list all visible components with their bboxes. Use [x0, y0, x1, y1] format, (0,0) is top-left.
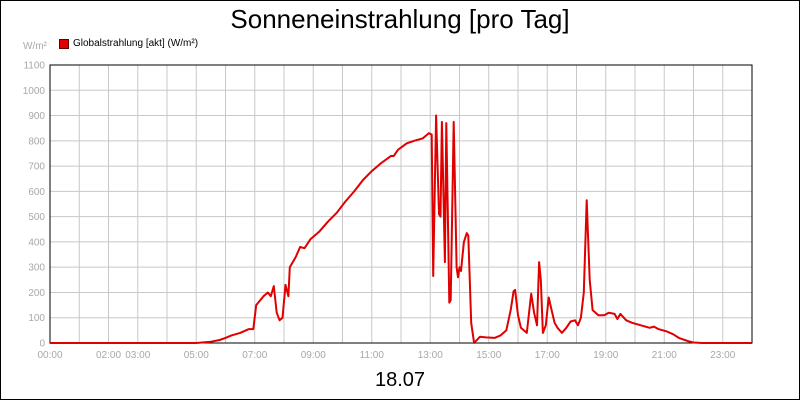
- legend: Globalstrahlung [akt] (W/m²): [59, 38, 198, 49]
- y-tick-label: 900: [28, 111, 45, 122]
- x-tick-label: 17:00: [535, 350, 560, 361]
- series-line-globalstrahlung: [50, 114, 752, 344]
- y-tick-label: 1000: [23, 86, 46, 97]
- x-tick-label: 11:00: [360, 350, 385, 361]
- x-tick-label: 13:00: [418, 350, 443, 361]
- y-tick-label: 300: [28, 263, 45, 274]
- x-tick-label: 19:00: [593, 350, 618, 361]
- y-tick-label: 100: [28, 313, 45, 324]
- y-tick-label: 800: [28, 136, 45, 147]
- y-axis-unit-label: W/m²: [23, 41, 47, 52]
- chart-title: Sonneneinstrahlung [pro Tag]: [230, 4, 570, 34]
- plot-border: [49, 64, 753, 344]
- y-tick-label: 0: [39, 339, 45, 350]
- x-tick-label: 07:00: [242, 350, 267, 361]
- x-tick-label: 02:00: [96, 350, 121, 361]
- y-tick-label: 400: [28, 237, 45, 248]
- x-tick-label: 15:00: [476, 350, 501, 361]
- y-tick-label: 200: [28, 288, 45, 299]
- x-tick-label: 00:00: [37, 350, 62, 361]
- y-tick-label: 700: [28, 162, 45, 173]
- x-tick-label: 23:00: [710, 350, 735, 361]
- y-tick-label: 600: [28, 187, 45, 198]
- x-tick-label: 21:00: [652, 350, 677, 361]
- legend-swatch: [59, 38, 69, 49]
- y-tick-label: 1100: [23, 61, 45, 72]
- x-tick-label: 05:00: [184, 350, 209, 361]
- legend-label: Globalstrahlung [akt] (W/m²): [73, 38, 199, 49]
- x-tick-label: 09:00: [301, 350, 326, 361]
- x-tick-label: 03:00: [125, 350, 150, 361]
- date-label: 18.07: [374, 369, 426, 391]
- y-tick-label: 500: [28, 212, 45, 223]
